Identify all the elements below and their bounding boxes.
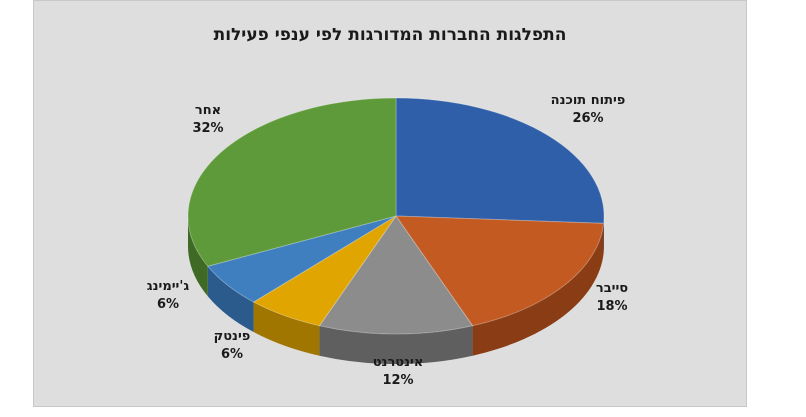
chart-title: התפלגות החברות המדורגות לפי ענפי פעילות — [213, 25, 567, 45]
pie-slice-3 — [252, 215, 397, 327]
slice-value-label-4: 6% — [157, 297, 179, 312]
slice-value-label-2: 12% — [382, 373, 413, 388]
slice-value-label-1: 18% — [596, 299, 627, 314]
pie-slice-4 — [206, 215, 397, 303]
slice-label-3: פינטק — [214, 329, 251, 344]
pie-slice-2 — [318, 215, 474, 335]
pie-slice-side-4 — [207, 266, 254, 333]
slice-label-4: ג'יימינג — [147, 279, 190, 294]
slice-label-5: אחר — [195, 103, 221, 118]
pie-slice-1 — [395, 215, 605, 327]
slice-value-label-5: 32% — [192, 121, 223, 136]
slice-label-1: סייבר — [596, 281, 628, 296]
slice-value-label-3: 6% — [221, 347, 243, 362]
pie-slice-side-5 — [188, 216, 208, 297]
pie-slice-side-2 — [319, 325, 473, 365]
pie-slice-side-1 — [472, 223, 604, 356]
pie-slice-side-3 — [253, 302, 320, 356]
slice-value-label-0: 26% — [572, 111, 603, 126]
slice-label-0: פיתוח תוכנה — [551, 93, 626, 108]
slice-label-2: אינטרנט — [373, 355, 424, 370]
pie-slice-0 — [395, 97, 605, 224]
pie-slice-5 — [187, 97, 397, 267]
